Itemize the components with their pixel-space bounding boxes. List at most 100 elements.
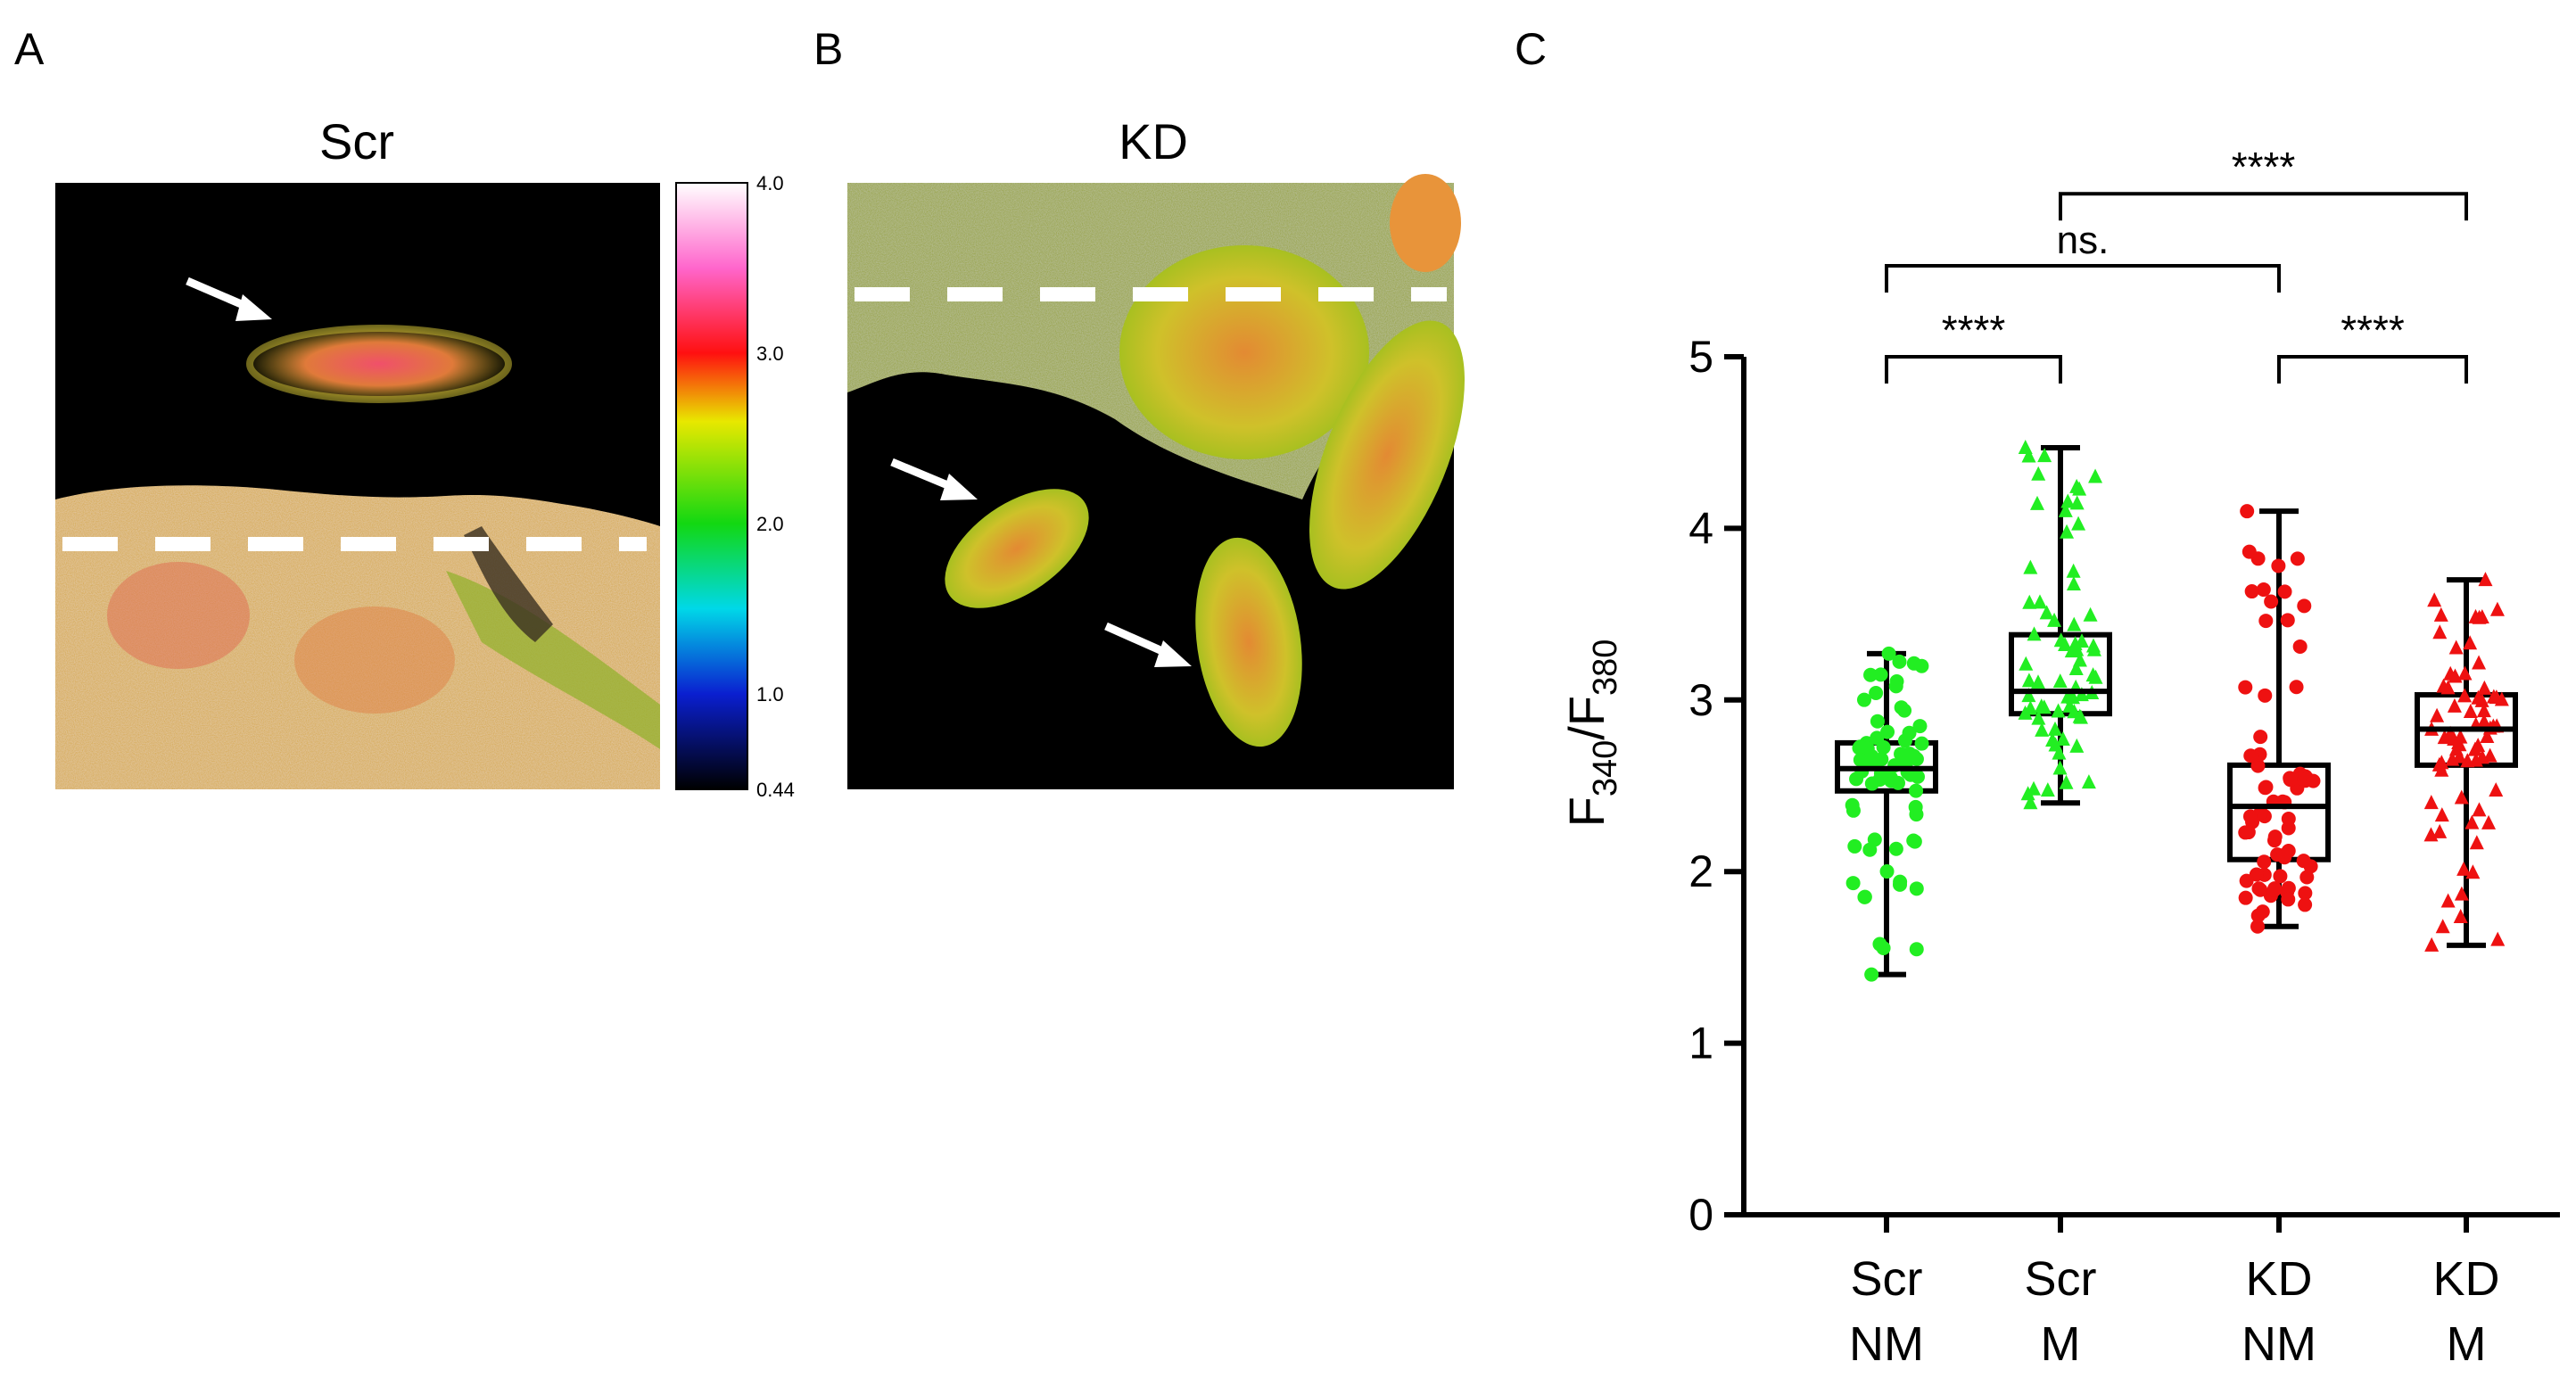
panel-b-cell bbox=[1119, 245, 1369, 459]
y-tick-label: 1 bbox=[1688, 1019, 1713, 1069]
data-point bbox=[1914, 736, 1929, 751]
significance-label: **** bbox=[1942, 307, 2006, 353]
data-point bbox=[1882, 769, 1897, 784]
data-point bbox=[2023, 559, 2038, 574]
data-point bbox=[2471, 689, 2486, 705]
data-point bbox=[2465, 864, 2481, 879]
data-point bbox=[2277, 584, 2292, 599]
data-point bbox=[1856, 692, 1871, 707]
data-point bbox=[2256, 582, 2271, 598]
data-point bbox=[1897, 703, 1912, 718]
data-point bbox=[1857, 889, 1872, 904]
data-point bbox=[2072, 708, 2087, 723]
data-point bbox=[2476, 703, 2491, 718]
y-tick-label: 4 bbox=[1688, 503, 1713, 553]
data-point bbox=[2034, 698, 2049, 714]
data-point bbox=[1876, 739, 1891, 755]
panel-b-label: B bbox=[813, 24, 843, 74]
data-point bbox=[2472, 802, 2487, 817]
data-point bbox=[2027, 626, 2042, 641]
data-point bbox=[1873, 667, 1888, 682]
panel-b-arrow-icon bbox=[1104, 622, 1192, 667]
x-tick-label: NM bbox=[1849, 1317, 1924, 1371]
data-point bbox=[2047, 612, 2062, 627]
data-point bbox=[1853, 739, 1868, 755]
data-point bbox=[2474, 749, 2489, 764]
data-point bbox=[2434, 807, 2449, 822]
data-point bbox=[2457, 688, 2473, 703]
panel-b-cell bbox=[1390, 174, 1461, 272]
panel-a-cell bbox=[245, 325, 513, 403]
data-point bbox=[1847, 838, 1862, 854]
data-point bbox=[2250, 919, 2266, 934]
data-point bbox=[2440, 893, 2456, 908]
data-point bbox=[2289, 680, 2304, 695]
data-point bbox=[2030, 495, 2045, 510]
data-point bbox=[2238, 890, 2253, 905]
data-point bbox=[2480, 728, 2495, 743]
x-tick-label: M bbox=[2447, 1317, 2487, 1371]
colorbar-tick-label: 1.0 bbox=[756, 683, 784, 706]
data-point bbox=[2066, 575, 2081, 590]
data-point bbox=[2477, 680, 2492, 695]
data-point bbox=[2244, 584, 2259, 599]
data-point bbox=[2055, 731, 2070, 747]
data-point bbox=[2447, 697, 2462, 713]
data-point bbox=[2273, 869, 2288, 884]
data-point bbox=[2448, 639, 2464, 655]
data-point bbox=[1849, 772, 1864, 787]
data-point bbox=[2457, 665, 2473, 681]
data-point bbox=[1888, 679, 1903, 694]
panel-b-title: KD bbox=[1119, 113, 1188, 169]
data-point bbox=[2019, 656, 2034, 671]
data-point bbox=[2021, 672, 2036, 688]
box-group bbox=[2009, 439, 2112, 810]
data-point bbox=[1897, 733, 1912, 748]
data-point bbox=[2472, 655, 2487, 670]
panel-b-cell bbox=[1309, 320, 1465, 590]
panel-b-cell bbox=[1195, 537, 1302, 747]
data-point bbox=[2463, 635, 2478, 650]
data-point bbox=[2066, 563, 2081, 578]
colorbar-gradient bbox=[675, 182, 748, 790]
data-point bbox=[2298, 886, 2313, 901]
data-point bbox=[2068, 660, 2084, 675]
significance-bracket: ns. bbox=[1885, 219, 2281, 293]
data-point bbox=[1914, 658, 1929, 673]
data-point bbox=[2051, 703, 2066, 718]
panel-b-arrow-icon bbox=[890, 458, 978, 500]
data-point bbox=[2067, 616, 2082, 631]
data-point bbox=[2257, 854, 2272, 870]
data-point bbox=[2060, 493, 2076, 508]
data-point bbox=[2481, 814, 2497, 829]
data-point bbox=[2435, 919, 2450, 934]
data-point bbox=[2303, 859, 2318, 874]
data-point bbox=[2048, 737, 2063, 752]
data-point bbox=[2283, 771, 2298, 786]
data-point bbox=[1902, 747, 1917, 762]
box-group bbox=[1835, 646, 1938, 982]
box-group bbox=[2227, 504, 2331, 934]
data-point bbox=[1909, 881, 1924, 896]
data-point bbox=[2489, 601, 2505, 616]
significance-bracket: **** bbox=[1885, 307, 2062, 384]
data-point bbox=[2476, 714, 2491, 729]
data-point bbox=[2250, 758, 2266, 773]
data-point bbox=[2251, 881, 2266, 896]
data-point bbox=[2071, 516, 2086, 531]
bracket-line bbox=[1885, 264, 2281, 293]
panel-b-image bbox=[847, 174, 1465, 789]
data-point bbox=[2021, 448, 2036, 463]
data-point bbox=[2437, 730, 2452, 745]
data-point bbox=[2434, 762, 2449, 777]
data-point bbox=[2059, 774, 2074, 789]
data-point bbox=[2047, 721, 2062, 736]
significance-label: **** bbox=[2232, 144, 2296, 190]
data-point bbox=[2258, 688, 2273, 703]
data-point bbox=[2298, 897, 2313, 912]
data-point bbox=[2423, 795, 2439, 810]
significance-label: **** bbox=[2341, 307, 2405, 353]
data-point bbox=[2032, 594, 2047, 609]
data-point bbox=[2085, 638, 2101, 653]
